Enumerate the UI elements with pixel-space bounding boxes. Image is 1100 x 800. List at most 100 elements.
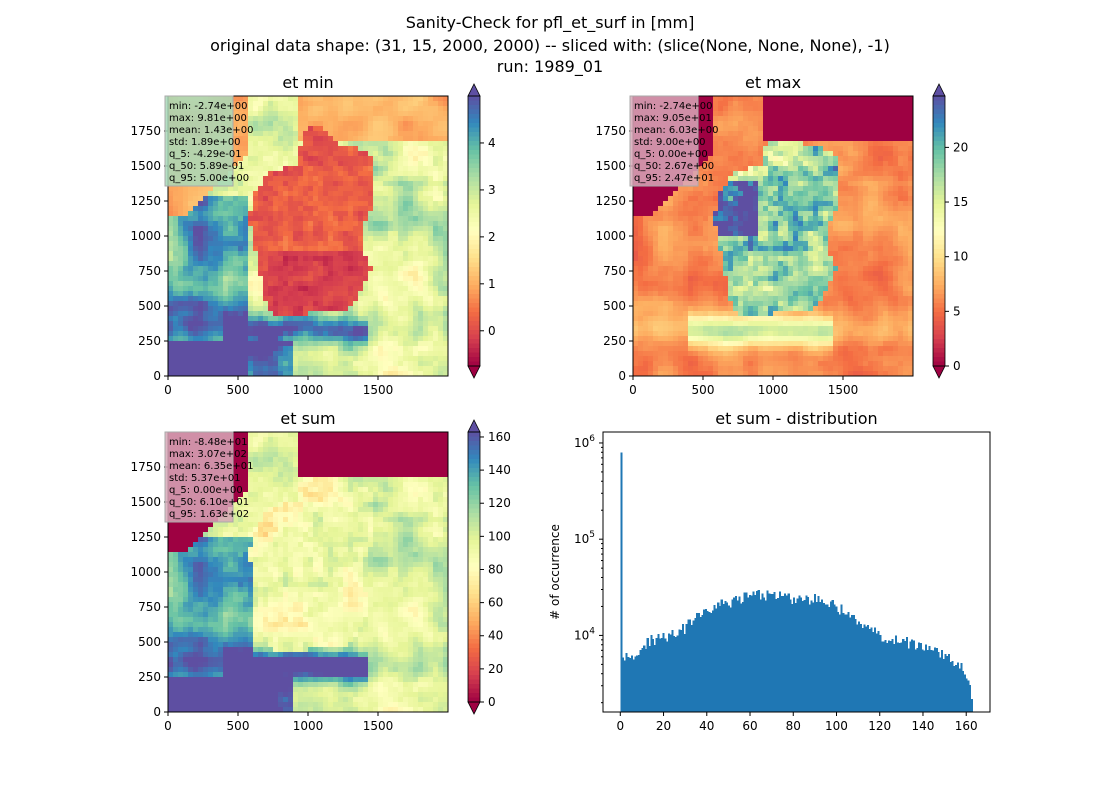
heatmap-cell: [368, 101, 374, 107]
heatmap-cell: [263, 216, 269, 222]
heatmap-cell: [333, 206, 339, 212]
heatmap-cell: [413, 131, 419, 137]
heatmap-cell: [663, 281, 669, 287]
heatmap-cell: [383, 131, 389, 137]
heatmap-cell: [248, 321, 254, 327]
heatmap-cell: [698, 106, 704, 112]
heatmap-cell: [228, 216, 234, 222]
heatmap-cell: [393, 176, 399, 182]
heatmap-cell: [358, 286, 364, 292]
heatmap-cell: [288, 131, 294, 137]
heatmap-cell: [328, 206, 334, 212]
heatmap-cell: [333, 231, 339, 237]
heatmap-cell: [748, 291, 754, 297]
heatmap-cell: [243, 231, 249, 237]
heatmap-cell: [683, 226, 689, 232]
heatmap-cell: [303, 341, 309, 347]
heatmap-cell: [638, 196, 644, 202]
heatmap-cell: [218, 336, 224, 342]
heatmap-cell: [278, 136, 284, 142]
heatmap-cell: [368, 261, 374, 267]
heatmap-cell: [283, 141, 289, 147]
heatmap-cell: [428, 176, 434, 182]
heatmap-cell: [338, 316, 344, 322]
heatmap-cell: [773, 106, 779, 112]
heatmap-cell: [188, 226, 194, 232]
heatmap-cell: [298, 236, 304, 242]
heatmap-cell: [688, 306, 694, 312]
heatmap-cell: [243, 136, 249, 142]
heatmap-cell: [238, 131, 244, 137]
heatmap-cell: [373, 206, 379, 212]
heatmap-cell: [313, 136, 319, 142]
heatmap-cell: [208, 186, 214, 192]
heatmap-cell: [668, 366, 674, 372]
heatmap-cell: [198, 336, 204, 342]
heatmap-cell: [423, 356, 429, 362]
heatmap-cell: [378, 271, 384, 277]
heatmap-cell: [698, 231, 704, 237]
heatmap-cell: [343, 281, 349, 287]
heatmap-cell: [233, 311, 239, 317]
heatmap-cell: [778, 346, 784, 352]
heatmap-cell: [673, 261, 679, 267]
heatmap-cell: [698, 116, 704, 122]
heatmap-cell: [238, 336, 244, 342]
heatmap-cell: [728, 336, 734, 342]
heatmap-cell: [263, 166, 269, 172]
heatmap-cell: [288, 121, 294, 127]
heatmap-cell: [643, 196, 649, 202]
heatmap-cell: [278, 96, 284, 102]
heatmap-cell: [748, 231, 754, 237]
x-tick-label: 1500: [363, 383, 394, 397]
heatmap-cell: [343, 181, 349, 187]
heatmap-cell: [443, 311, 449, 317]
heatmap-cell: [643, 341, 649, 347]
heatmap-cell: [323, 271, 329, 277]
heatmap-cell: [443, 146, 449, 152]
heatmap-cell: [333, 261, 339, 267]
heatmap-cell: [708, 141, 714, 147]
heatmap-cell: [253, 251, 259, 257]
heatmap-cell: [673, 311, 679, 317]
heatmap-cell: [268, 111, 274, 117]
heatmap-cell: [728, 351, 734, 357]
heatmap-cell: [353, 191, 359, 197]
heatmap-cell: [763, 151, 769, 157]
heatmap-cell: [388, 236, 394, 242]
heatmap-cell: [328, 166, 334, 172]
heatmap-cell: [663, 231, 669, 237]
heatmap-cell: [413, 201, 419, 207]
heatmap-cell: [713, 181, 719, 187]
heatmap-cell: [413, 256, 419, 262]
heatmap-cell: [723, 156, 729, 162]
heatmap-cell: [213, 281, 219, 287]
heatmap-cell: [738, 181, 744, 187]
heatmap-cell: [273, 211, 279, 217]
heatmap-cell: [423, 296, 429, 302]
heatmap-cell: [248, 236, 254, 242]
heatmap-cell: [178, 271, 184, 277]
heatmap-cell: [223, 291, 229, 297]
heatmap-cell: [733, 211, 739, 217]
heatmap-cell: [653, 246, 659, 252]
heatmap-cell: [783, 231, 789, 237]
heatmap-cell: [723, 126, 729, 132]
heatmap-cell: [423, 321, 429, 327]
heatmap-cell: [713, 171, 719, 177]
heatmap-cell: [678, 196, 684, 202]
heatmap-cell: [358, 176, 364, 182]
heatmap-cell: [783, 186, 789, 192]
heatmap-cell: [233, 276, 239, 282]
heatmap-cell: [348, 111, 354, 117]
heatmap-cell: [753, 146, 759, 152]
heatmap-cell: [418, 166, 424, 172]
heatmap-cell: [438, 296, 444, 302]
heatmap-cell: [703, 286, 709, 292]
heatmap-cell: [718, 166, 724, 172]
heatmap-cell: [733, 316, 739, 322]
heatmap-cell: [718, 331, 724, 337]
heatmap-cell: [698, 241, 704, 247]
heatmap-cell: [248, 311, 254, 317]
heatmap-cell: [243, 241, 249, 247]
